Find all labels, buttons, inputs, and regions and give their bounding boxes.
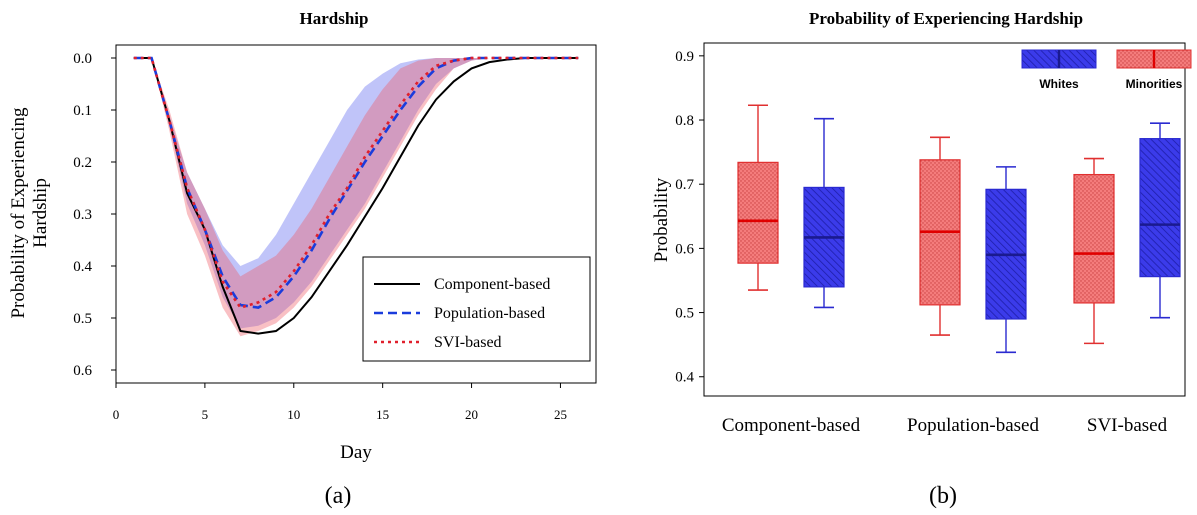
x-axis-ticks: 0 5 10 15 20 25 — [113, 383, 567, 422]
series-lines — [133, 56, 579, 335]
chart-a-title: Hardship — [300, 9, 369, 28]
legend-label: Component-based — [434, 276, 550, 293]
y-axis-ticks-b: 0.4 0.5 0.6 0.7 0.8 0.9 — [675, 49, 704, 386]
y-axis-label-a-line2: Hardship — [30, 178, 51, 248]
x-tick-label: 25 — [554, 407, 567, 422]
box-minorities-population-based — [919, 136, 961, 336]
legend-b: Whites Minorities — [1021, 49, 1192, 91]
legend-a: Component-based Population-based SVI-based — [362, 256, 591, 362]
legend-label: Whites — [1039, 77, 1079, 91]
y-tick-label: 0.8 — [675, 113, 694, 129]
chart-b-title: Probability of Experiencing Hardship — [809, 9, 1083, 28]
panel-label-b: (b) — [929, 483, 957, 509]
legend-label: Minorities — [1126, 77, 1183, 91]
y-tick-label: 0.1 — [73, 103, 92, 119]
box-minorities-component-based — [737, 104, 779, 291]
y-tick-label: 0.3 — [73, 207, 92, 223]
category-label: Population-based — [907, 415, 1039, 436]
box-body — [1073, 173, 1115, 304]
y-tick-label: 0.4 — [675, 370, 694, 386]
confidence-bands — [133, 58, 579, 337]
x-tick-label: 15 — [376, 407, 389, 422]
legend-box-a — [362, 256, 591, 362]
box-whites-component-based — [803, 117, 845, 309]
y-tick-label: 0.2 — [73, 155, 92, 171]
band-svi-based — [133, 58, 579, 337]
panel-a-line-chart: Hardship 0 5 10 15 20 25 0.00.10.20.30.40.50.… — [8, 9, 597, 509]
y-tick-label: 0.9 — [675, 49, 694, 65]
y-tick-label: 0.5 — [675, 306, 694, 322]
band-population-based — [133, 58, 579, 329]
category-labels: Component-based Population-based SVI-based — [722, 415, 1168, 436]
x-tick-label: 0 — [113, 407, 120, 422]
y-axis-label-a: Probability of ExperiencingHardship — [8, 107, 51, 319]
y-tick-label: 0.5 — [73, 311, 92, 327]
box-whites-population-based — [985, 166, 1027, 354]
panel-label-a: (a) — [325, 483, 352, 509]
y-tick-label: 0.0 — [73, 51, 92, 67]
y-tick-label: 0.6 — [675, 241, 694, 257]
x-tick-label: 10 — [287, 407, 300, 422]
panel-b-box-chart: Probability of Experiencing Hardship 0.4… — [651, 9, 1192, 509]
legend-label: Population-based — [434, 305, 545, 322]
y-tick-label: 0.7 — [675, 177, 694, 193]
box-body — [737, 161, 779, 264]
y-axis-ticks: 0.0 0.1 0.2 0.3 0.4 0.5 0.6 — [73, 51, 116, 379]
plot-frame-b — [703, 42, 1186, 397]
box-minorities-svi-based — [1073, 157, 1115, 345]
category-label: Component-based — [722, 415, 861, 436]
line-population-based — [133, 56, 579, 309]
x-axis-label-a: Day — [340, 442, 372, 463]
x-tick-label: 5 — [202, 407, 209, 422]
line-component-based — [133, 57, 579, 335]
box-body — [1139, 138, 1181, 278]
y-axis-label-b: Probability — [651, 177, 672, 262]
box-whites-svi-based — [1139, 122, 1181, 319]
box-plots — [737, 104, 1181, 354]
x-tick-label: 20 — [465, 407, 478, 422]
y-axis-label-a-line1: Probability of Experiencing — [8, 107, 29, 319]
legend-label: SVI-based — [434, 334, 502, 351]
category-label: SVI-based — [1087, 415, 1168, 436]
y-tick-label: 0.4 — [73, 259, 92, 275]
y-tick-label: 0.6 — [73, 363, 92, 379]
